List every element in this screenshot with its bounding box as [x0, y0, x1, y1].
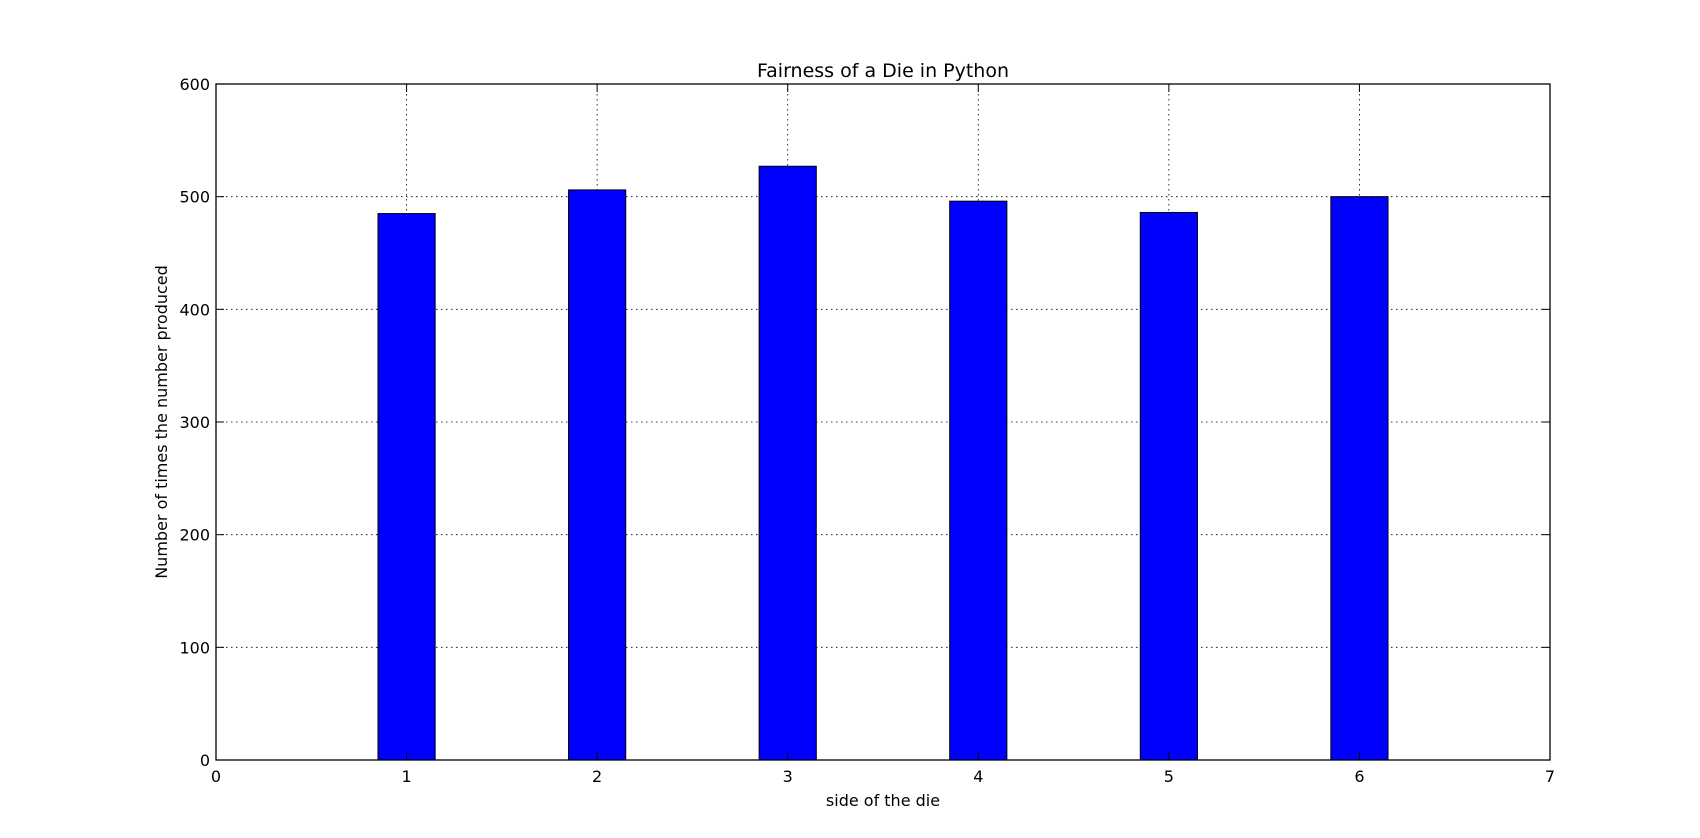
bar-layer [377, 165, 1389, 761]
y-axis-label: Number of times the number produced [152, 265, 171, 579]
x-tick-label: 1 [401, 767, 411, 786]
bar-side-4 [949, 200, 1008, 761]
x-tick-label: 7 [1545, 767, 1555, 786]
y-tick-label: 400 [179, 300, 210, 319]
x-tick-label: 5 [1164, 767, 1174, 786]
x-tick-label: 2 [592, 767, 602, 786]
tick-layer [215, 83, 1551, 761]
y-tick-label: 600 [179, 75, 210, 94]
y-tick-label: 200 [179, 526, 210, 545]
bar-side-2 [568, 189, 627, 761]
bar-side-5 [1139, 211, 1198, 761]
bar-side-1 [377, 213, 436, 761]
x-tick-label: 4 [973, 767, 983, 786]
x-tick-label: 0 [211, 767, 221, 786]
bar-side-3 [758, 165, 817, 761]
chart-title: Fairness of a Die in Python [757, 60, 1009, 82]
y-tick-label: 100 [179, 638, 210, 657]
y-tick-label: 0 [200, 751, 210, 770]
y-tick-labels: 0 100 200 300 400 500 600 [179, 75, 210, 770]
x-tick-label: 6 [1354, 767, 1364, 786]
y-tick-label: 500 [179, 188, 210, 207]
bar-side-6 [1330, 196, 1389, 761]
x-tick-label: 3 [783, 767, 793, 786]
y-tick-label: 300 [179, 413, 210, 432]
x-tick-labels: 0 1 2 3 4 5 6 7 [211, 767, 1555, 786]
x-axis-label: side of the die [826, 791, 940, 810]
